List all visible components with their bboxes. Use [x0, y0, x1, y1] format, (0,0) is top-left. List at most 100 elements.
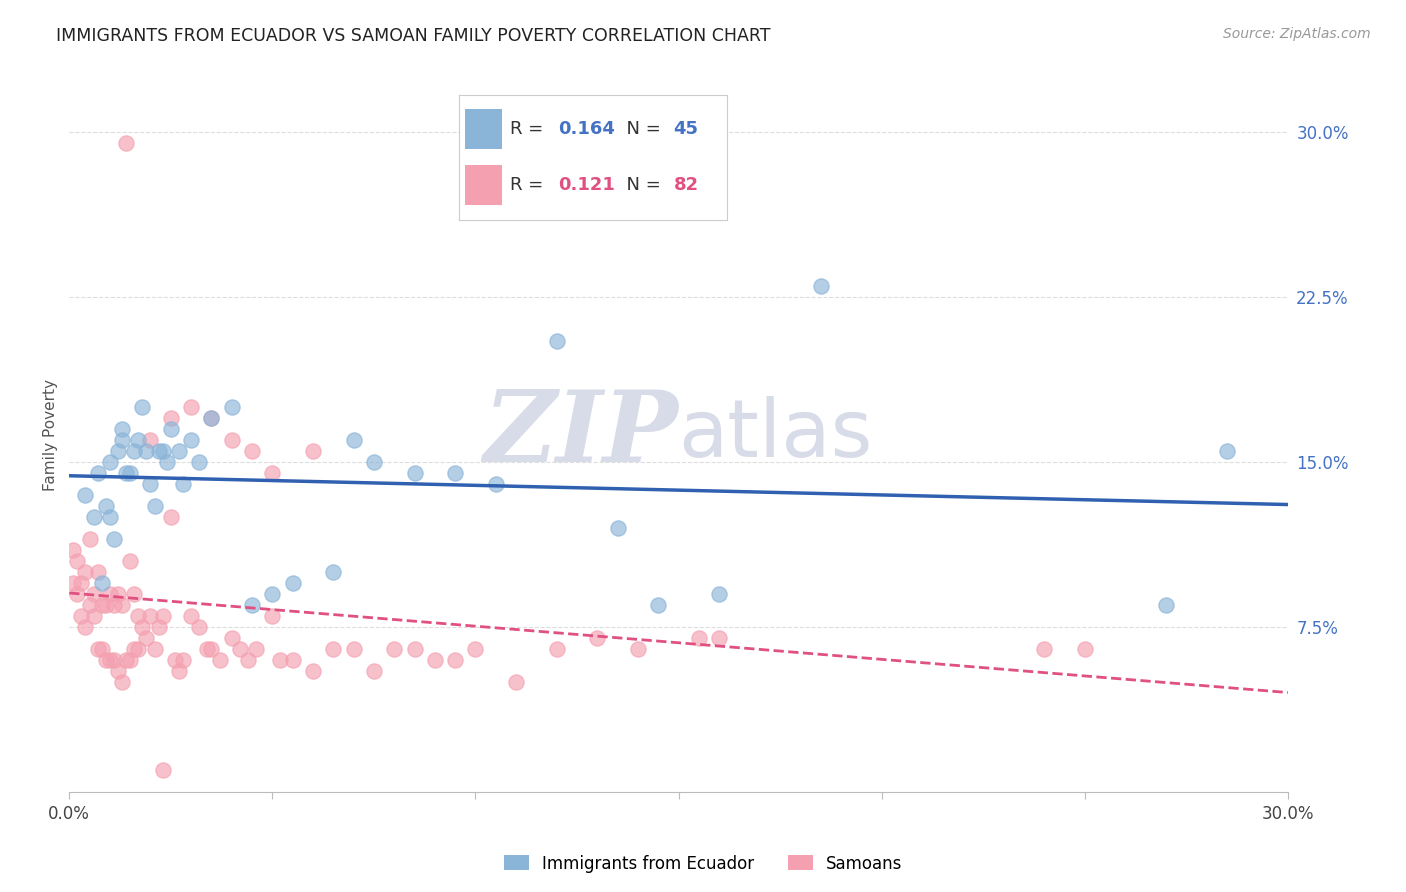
Y-axis label: Family Poverty: Family Poverty — [44, 378, 58, 491]
Point — [627, 641, 650, 656]
Point — [94, 598, 117, 612]
Point — [66, 587, 89, 601]
Point — [707, 587, 730, 601]
Point — [148, 444, 170, 458]
Point — [167, 664, 190, 678]
Point — [505, 674, 527, 689]
Point — [322, 641, 344, 656]
Point — [404, 466, 426, 480]
Point — [127, 433, 149, 447]
Point — [94, 653, 117, 667]
Point — [1033, 641, 1056, 656]
Point — [810, 279, 832, 293]
Point — [107, 587, 129, 601]
Point — [122, 444, 145, 458]
Point — [127, 608, 149, 623]
Point — [464, 641, 486, 656]
Point — [159, 510, 181, 524]
Point — [200, 641, 222, 656]
Point — [485, 477, 508, 491]
Point — [120, 653, 142, 667]
Point — [139, 608, 162, 623]
Point — [647, 598, 669, 612]
Point — [262, 466, 284, 480]
Point — [75, 488, 97, 502]
Text: atlas: atlas — [679, 395, 873, 474]
Text: Source: ZipAtlas.com: Source: ZipAtlas.com — [1223, 27, 1371, 41]
Point — [262, 587, 284, 601]
Point — [167, 444, 190, 458]
Point — [86, 565, 108, 579]
Point — [156, 455, 179, 469]
Point — [131, 620, 153, 634]
Point — [262, 608, 284, 623]
Point — [221, 631, 243, 645]
Point — [302, 444, 325, 458]
Point — [120, 554, 142, 568]
Point — [195, 641, 218, 656]
Point — [221, 433, 243, 447]
Point — [229, 641, 252, 656]
Point — [269, 653, 291, 667]
Point — [302, 664, 325, 678]
Point — [342, 641, 364, 656]
Point — [200, 411, 222, 425]
Point — [586, 631, 609, 645]
Point — [1154, 598, 1177, 612]
Point — [281, 653, 304, 667]
Point — [98, 587, 121, 601]
Point — [159, 422, 181, 436]
Point — [139, 433, 162, 447]
Point — [66, 554, 89, 568]
Point — [86, 641, 108, 656]
Point — [546, 641, 568, 656]
Point — [688, 631, 710, 645]
Text: ZIP: ZIP — [484, 386, 679, 483]
Point — [111, 598, 134, 612]
Point — [83, 587, 105, 601]
Point — [103, 653, 125, 667]
Point — [127, 641, 149, 656]
Point — [62, 542, 84, 557]
Point — [79, 532, 101, 546]
Point — [83, 608, 105, 623]
Point — [103, 532, 125, 546]
Point — [83, 510, 105, 524]
Point — [62, 575, 84, 590]
Point — [606, 521, 628, 535]
Point — [546, 334, 568, 348]
Point — [70, 608, 93, 623]
Point — [135, 631, 157, 645]
Point — [159, 411, 181, 425]
Point — [172, 653, 194, 667]
Point — [75, 620, 97, 634]
Point — [707, 631, 730, 645]
Point — [240, 444, 263, 458]
Point — [423, 653, 446, 667]
Point — [103, 598, 125, 612]
Point — [70, 575, 93, 590]
Point — [111, 433, 134, 447]
Point — [107, 444, 129, 458]
Point — [79, 598, 101, 612]
Point — [94, 499, 117, 513]
Point — [180, 400, 202, 414]
Point — [281, 575, 304, 590]
Point — [180, 608, 202, 623]
Point — [86, 466, 108, 480]
Point — [90, 598, 112, 612]
Point — [200, 411, 222, 425]
Point — [98, 653, 121, 667]
Text: IMMIGRANTS FROM ECUADOR VS SAMOAN FAMILY POVERTY CORRELATION CHART: IMMIGRANTS FROM ECUADOR VS SAMOAN FAMILY… — [56, 27, 770, 45]
Point — [240, 598, 263, 612]
Point — [382, 641, 405, 656]
Point — [322, 565, 344, 579]
Point — [363, 664, 385, 678]
Point — [152, 608, 174, 623]
Point — [163, 653, 186, 667]
Point — [208, 653, 231, 667]
Point — [98, 510, 121, 524]
Point — [131, 400, 153, 414]
Point — [1074, 641, 1097, 656]
Point — [122, 641, 145, 656]
